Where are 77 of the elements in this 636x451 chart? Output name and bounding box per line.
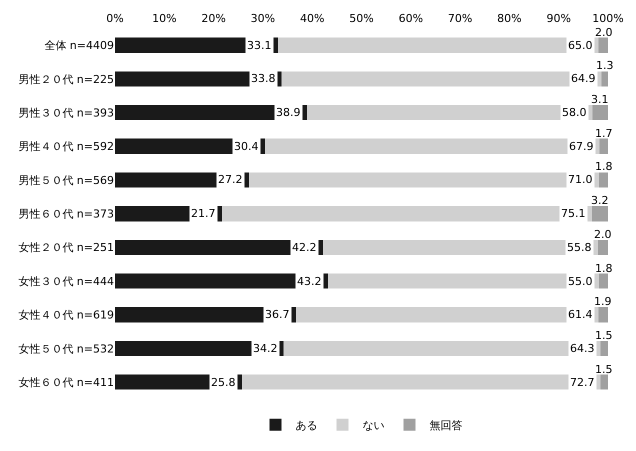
legend-label: ある [296, 419, 318, 432]
bar [222, 206, 592, 222]
data-label: 55.8 [567, 241, 592, 254]
data-label: 1.8 [595, 262, 612, 275]
data-label: 1.5 [595, 363, 612, 376]
data-label: 64.9 [571, 72, 596, 85]
data-label: 25.8 [211, 376, 236, 389]
legend-label: 無回答 [430, 419, 462, 432]
x-tick-label: 0% [106, 12, 124, 25]
data-label: 33.1 [247, 39, 272, 52]
data-label: 61.4 [568, 308, 592, 321]
data-label: 67.9 [569, 140, 594, 153]
data-label: 1.8 [595, 160, 612, 173]
bar [599, 273, 608, 289]
legend-label: ない [362, 419, 384, 432]
data-label: 36.7 [265, 308, 290, 321]
data-label: 3.2 [591, 194, 608, 207]
data-label: 1.3 [596, 59, 614, 72]
y-tick-label: 男性４０代 n=592 [18, 140, 114, 154]
y-tick-label: 女性６０代 n=411 [18, 376, 114, 389]
bar [600, 374, 608, 390]
data-label: 2.0 [595, 26, 612, 39]
data-label: 72.7 [570, 376, 594, 389]
bar [278, 38, 599, 53]
data-label: 42.2 [292, 241, 316, 254]
x-tick-label: 80% [497, 12, 522, 25]
x-tick-label: 90% [546, 12, 571, 25]
y-tick-label: 男性２０代 n=225 [18, 72, 114, 86]
data-label: 58.0 [562, 106, 586, 119]
x-tick-label: 50% [349, 12, 374, 25]
data-label: 1.7 [595, 127, 612, 140]
data-label: 75.1 [561, 207, 586, 220]
data-label: 3.1 [591, 93, 608, 106]
data-label: 30.4 [234, 140, 258, 153]
y-tick-label: 女性２０代 n=251 [18, 241, 114, 254]
x-tick-label: 30% [250, 12, 276, 25]
data-label: 27.2 [218, 173, 242, 186]
y-tick-label: 女性５０代 n=532 [18, 342, 114, 356]
x-tick-label: 60% [398, 12, 424, 25]
bar [592, 206, 608, 222]
bar [296, 307, 599, 322]
x-tick-label: 10% [152, 12, 177, 25]
data-label: 1.9 [594, 295, 612, 308]
y-tick-label: 全体 n=4409 [44, 39, 114, 52]
bar [600, 138, 608, 154]
data-label: 43.2 [297, 275, 322, 288]
bar [284, 340, 601, 356]
y-tick-label: 男性６０代 n=373 [18, 208, 114, 221]
bar [249, 172, 600, 188]
x-tick-label: 20% [201, 12, 226, 25]
x-tick-label: 40% [300, 12, 324, 25]
bar [598, 307, 608, 322]
x-tick-label: 70% [448, 12, 472, 25]
y-tick-label: 男性５０代 n=569 [18, 174, 114, 187]
x-tick-label: 100% [592, 12, 624, 25]
y-tick-label: 女性３０代 n=444 [18, 274, 114, 288]
data-label: 21.7 [191, 207, 216, 220]
bar [592, 105, 608, 120]
bar [282, 71, 602, 86]
bar [600, 340, 608, 356]
data-label: 2.0 [594, 228, 612, 241]
data-label: 55.0 [568, 275, 592, 288]
data-label: 33.8 [251, 72, 276, 85]
data-label: 38.9 [276, 106, 300, 119]
data-label: 71.0 [568, 173, 592, 186]
data-label: 34.2 [253, 342, 278, 355]
data-label: 1.5 [595, 329, 612, 342]
y-tick-label: 男性３０代 n=393 [18, 106, 114, 120]
bar [598, 38, 608, 53]
bar [599, 172, 608, 188]
data-label: 65.0 [568, 39, 592, 52]
bar [264, 138, 600, 154]
bar [598, 240, 608, 255]
data-label: 64.3 [570, 342, 594, 355]
bar [602, 71, 608, 86]
y-tick-label: 女性４０代 n=619 [18, 308, 114, 322]
bar [242, 374, 601, 390]
